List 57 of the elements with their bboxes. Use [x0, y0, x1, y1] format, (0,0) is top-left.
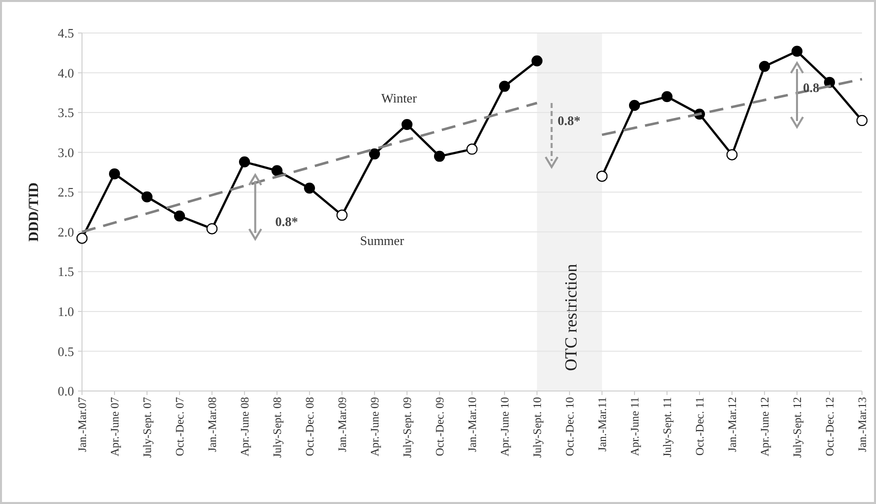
annotation: Summer	[360, 233, 405, 248]
x-tick-label: Apr.-June 08	[240, 396, 252, 456]
x-tick-label: Apr.-June 07	[110, 396, 122, 456]
x-tick-label: Jan.-Mar.08	[207, 396, 220, 452]
x-tick-label: July-Sept. 12	[792, 396, 804, 458]
x-tick-label: Oct.-Dec. 08	[304, 396, 317, 456]
point	[532, 55, 542, 66]
x-tick-label: Jan.-Mar.07	[77, 396, 90, 452]
x-tick-label: Apr.-June 10	[500, 396, 512, 456]
x-tick-label: Oct.-Dec. 09	[434, 396, 447, 456]
x-tick-label: Oct.-Dec. 11	[694, 396, 707, 456]
y-tick-label: 1.0	[58, 304, 74, 319]
x-tick-label: Oct.-Dec. 12	[824, 396, 837, 456]
annotation: Winter	[381, 90, 418, 106]
point	[142, 191, 152, 202]
annotation: 0.8*	[275, 214, 298, 229]
annotation: 0.8	[803, 80, 820, 95]
point	[239, 156, 250, 168]
point	[304, 182, 315, 194]
x-tick-label: Apr.-June 12	[760, 396, 772, 456]
point	[629, 100, 640, 111]
y-tick-label: 0.0	[58, 384, 74, 399]
point	[402, 118, 412, 130]
x-tick-label: July-Sept. 08	[272, 396, 284, 458]
x-tick-label: Oct.-Dec. 07	[174, 396, 187, 456]
point	[369, 148, 380, 160]
x-tick-label: July-Sept. 11	[662, 396, 674, 458]
band-label: OTC restriction	[562, 263, 580, 371]
x-tick-label: July-Sept. 10	[532, 396, 544, 458]
y-tick-label: 4.5	[58, 26, 74, 41]
x-tick-label: Oct.-Dec. 10	[564, 396, 577, 456]
x-tick-label: Jan.-Mar.09	[337, 396, 350, 452]
y-tick-label: 2.5	[58, 184, 74, 200]
point	[109, 168, 120, 180]
x-tick-label: Jan.-Mar.11	[597, 396, 610, 452]
y-tick-label: 0.5	[58, 344, 74, 359]
point	[434, 150, 445, 162]
y-tick-label: 2.0	[58, 224, 74, 240]
point	[174, 210, 185, 222]
x-tick-label: Jan.-Mar.13	[857, 396, 870, 452]
point	[272, 165, 282, 176]
y-tick-label: 4.0	[58, 65, 74, 80]
y-axis-title: DDD/TID	[27, 182, 42, 242]
y-tick-label: 3.0	[58, 144, 74, 160]
x-tick-label: Jan.-Mar.12	[727, 396, 740, 452]
x-tick-label: July-Sept. 07	[142, 396, 154, 458]
point	[759, 60, 770, 72]
x-tick-label: Apr.-June 09	[370, 396, 382, 456]
point	[499, 80, 510, 92]
y-tick-label: 1.5	[58, 264, 74, 280]
annotation: 0.8*	[558, 113, 580, 128]
x-tick-label: July-Sept. 09	[402, 396, 414, 458]
y-tick-label: 3.5	[58, 105, 74, 120]
x-tick-label: Jan.-Mar.10	[467, 396, 480, 452]
point	[662, 91, 672, 102]
point	[792, 46, 802, 57]
x-tick-label: Apr.-June 11	[630, 396, 642, 456]
